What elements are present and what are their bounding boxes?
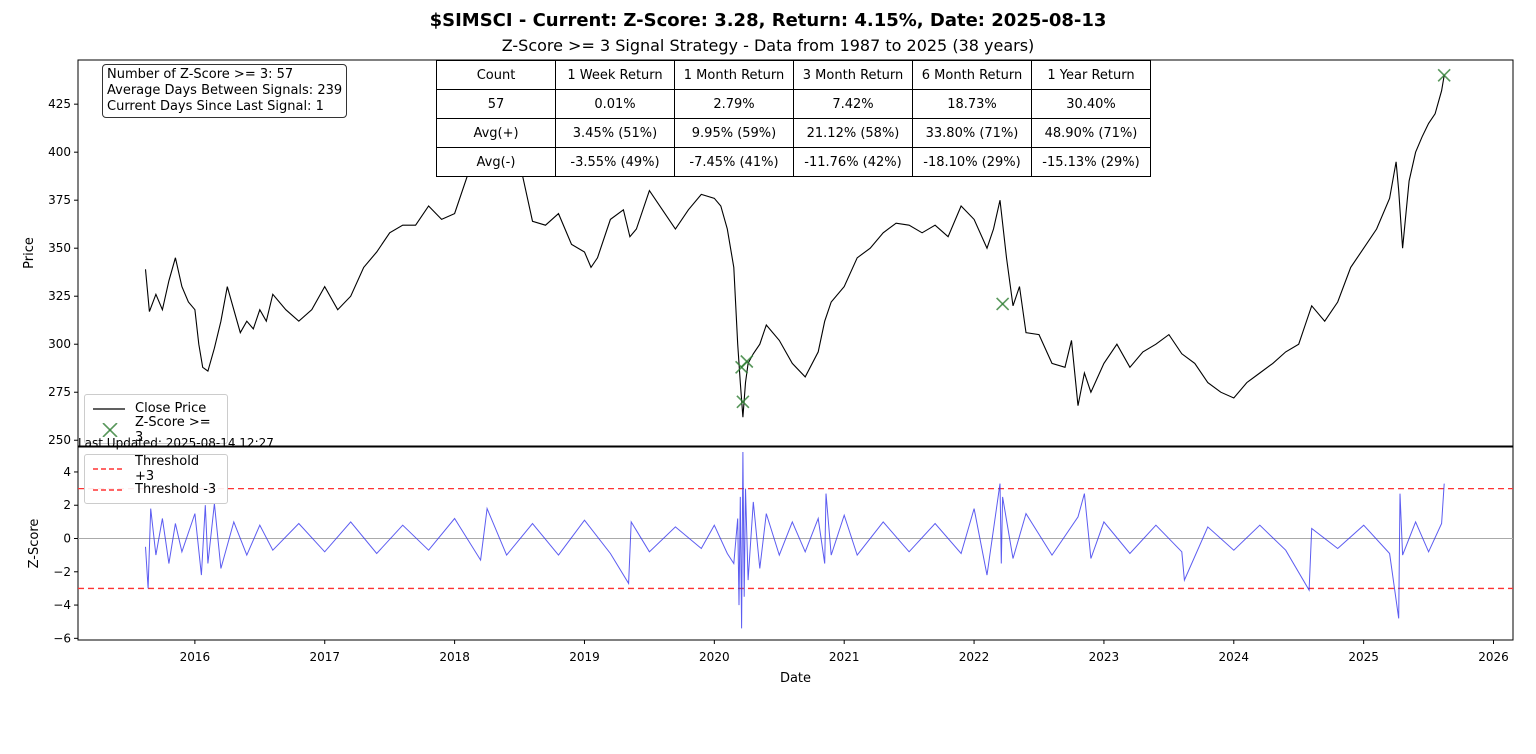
y-tick-label: 0 [63, 532, 71, 546]
table-row: 57 0.01% 2.79% 7.42% 18.73% 30.40% [436, 89, 1151, 119]
x-axis-label: Date [780, 671, 811, 686]
legend-swatch-x [91, 421, 127, 438]
table-cell: 33.80% (71%) [912, 118, 1032, 148]
signal-x-stroke [740, 354, 754, 369]
table-header-row: Count 1 Week Return 1 Month Return 3 Mon… [436, 60, 1151, 90]
y-tick-label: 2 [63, 498, 71, 512]
table-cell: 0.01% [555, 89, 675, 119]
x-tick-label: 2023 [1089, 650, 1120, 664]
legend-entry-close: Close Price [91, 398, 221, 419]
y-tick-label: −6 [53, 631, 71, 645]
returns-table: Count 1 Week Return 1 Month Return 3 Mon… [436, 60, 1151, 177]
legend-label: Threshold -3 [135, 482, 217, 497]
x-tick-label: 2022 [959, 650, 990, 664]
signal-marker [1437, 68, 1451, 82]
table-cell: 48.90% (71%) [1031, 118, 1151, 148]
table-cell: 9.95% (59%) [674, 118, 794, 148]
table-cell: 3.45% (51%) [555, 118, 675, 148]
signal-x-stroke [736, 395, 750, 409]
y-tick-label: 4 [63, 465, 71, 479]
table-cell: 2.79% [674, 89, 794, 119]
x-tick-label: 2016 [180, 650, 211, 664]
table-cell: -15.13% (29%) [1031, 147, 1151, 177]
table-cell: 21.12% (58%) [793, 118, 913, 148]
legend-entry-threshold-plus: Threshold +3 [91, 454, 221, 484]
signal-x-stroke [996, 297, 1010, 311]
stat-days-since: Current Days Since Last Signal: 1 [107, 99, 324, 114]
x-tick-label: 2025 [1348, 650, 1379, 664]
legend-label: Close Price [135, 401, 207, 416]
y-tick-label: 250 [48, 433, 71, 447]
table-cell: 7.42% [793, 89, 913, 119]
x-tick-label: 2026 [1478, 650, 1509, 664]
signal-marker [740, 354, 754, 369]
y-tick-label: 425 [48, 97, 71, 111]
legend-swatch-dashed [91, 483, 127, 497]
table-row: Avg(-) -3.55% (49%) -7.45% (41%) -11.76%… [436, 147, 1151, 177]
x-tick-label: 2020 [699, 650, 730, 664]
signal-marker [736, 395, 750, 409]
zscore-line [145, 451, 1445, 629]
table-cell: 18.73% [912, 89, 1032, 119]
zscore-panel: −6 −4 −2 0 2 4 2016 2017 2018 2019 2020 2021 2022 202… [27, 446, 1514, 686]
legend-label: Threshold +3 [135, 453, 200, 484]
chart-subtitle: Z-Score >= 3 Signal Strategy - Data from… [501, 36, 1035, 55]
stat-signal-count: Number of Z-Score >= 3: 57 [107, 67, 294, 82]
table-cell: Avg(-) [436, 147, 556, 177]
table-cell: Avg(+) [436, 118, 556, 148]
table-cell: 30.40% [1031, 89, 1151, 119]
legend-swatch-line [91, 402, 127, 416]
table-cell: 1 Week Return [555, 60, 675, 90]
table-cell: 6 Month Return [912, 60, 1032, 90]
x-tick-label: 2024 [1219, 650, 1250, 664]
x-tick-label: 2019 [569, 650, 600, 664]
zscore-legend: Threshold +3 Threshold -3 [84, 454, 228, 504]
x-tick-label: 2018 [439, 650, 470, 664]
x-tick-label: 2017 [309, 650, 340, 664]
y-tick-label: 350 [48, 241, 71, 255]
table-cell: 1 Year Return [1031, 60, 1151, 90]
table-cell: -18.10% (29%) [912, 147, 1032, 177]
legend-entry-signal: Z-Score >= 3 [91, 415, 221, 445]
price-legend: Close Price Z-Score >= 3 [84, 394, 228, 445]
table-cell: 3 Month Return [793, 60, 913, 90]
last-updated: Last Updated: 2025-08-14 12:27 [78, 436, 274, 450]
y-tick-label: 325 [48, 289, 71, 303]
y-tick-label: 400 [48, 145, 71, 159]
table-cell: -7.45% (41%) [674, 147, 794, 177]
table-cell: 1 Month Return [674, 60, 794, 90]
y-tick-label: −2 [53, 565, 71, 579]
table-cell: -11.76% (42%) [793, 147, 913, 177]
signal-marker [996, 297, 1010, 311]
legend-label: Z-Score >= 3 [135, 414, 211, 445]
y-tick-label: 375 [48, 193, 71, 207]
x-tick-label: 2021 [829, 650, 860, 664]
signal-stats-box: Number of Z-Score >= 3: 57 Average Days … [102, 64, 348, 118]
y-axis-label: Price [22, 237, 37, 269]
table-row: Avg(+) 3.45% (51%) 9.95% (59%) 21.12% (5… [436, 118, 1151, 148]
signal-x-stroke [1437, 68, 1451, 82]
table-cell: 57 [436, 89, 556, 119]
legend-swatch-dashed [91, 462, 127, 476]
stat-avg-days: Average Days Between Signals: 239 [107, 83, 343, 98]
y-tick-label: 300 [48, 337, 71, 351]
y-axis-label: Z-Score [27, 519, 42, 569]
chart-title: $SIMSCI - Current: Z-Score: 3.28, Return… [429, 10, 1107, 31]
table-cell: Count [436, 60, 556, 90]
price-panel: 250 275 300 325 350 375 400 425 Price [22, 59, 1514, 447]
table-cell: -3.55% (49%) [555, 147, 675, 177]
y-tick-label: 275 [48, 385, 71, 399]
y-tick-label: −4 [53, 598, 71, 612]
zscore-axes-frame [77, 446, 1514, 641]
legend-entry-threshold-minus: Threshold -3 [91, 479, 221, 500]
